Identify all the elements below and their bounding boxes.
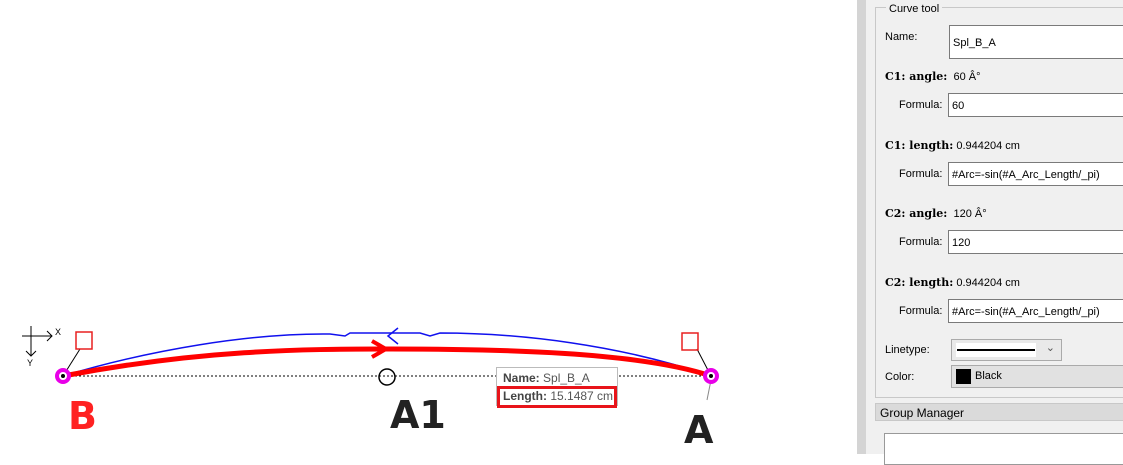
aux-curve <box>62 332 712 377</box>
point-label-a: A <box>684 408 714 452</box>
c1-length-formula-label: Formula: <box>899 168 943 180</box>
c1-angle-value: 60 Â° <box>953 71 981 83</box>
control-point-2-handle[interactable] <box>681 332 699 351</box>
group-manager-list[interactable] <box>884 433 1123 465</box>
c2-angle-formula-label: Formula: <box>899 236 943 248</box>
axis-x-label: X <box>55 327 61 337</box>
axis-indicator <box>22 326 53 357</box>
tooltip-length-label: Length: <box>503 389 547 403</box>
point-label-a1: A1 <box>390 393 446 437</box>
c2-angle-value: 120 Â° <box>953 208 987 220</box>
panel-splitter[interactable] <box>857 0 866 454</box>
control-point-1-handle[interactable] <box>75 331 93 350</box>
c2-length-label: C2: length: <box>885 276 954 289</box>
curve-tool-title: Curve tool <box>886 3 943 15</box>
color-label: Color: <box>885 371 915 383</box>
property-panel: Curve tool Name: Spl_B_A C1: angle: 60 Â… <box>866 0 1123 465</box>
c2-length-formula-label: Formula: <box>899 305 943 317</box>
c1-angle-formula-input[interactable]: 60 <box>948 93 1123 117</box>
c1-length-label: C1: length: <box>885 139 954 152</box>
linetype-select[interactable]: ⌄ <box>951 339 1062 361</box>
c1-length-formula-input[interactable]: #Arc=-sin(#A_Arc_Length/_pi) <box>948 162 1123 186</box>
aux-direction-arrow <box>386 327 399 345</box>
c1-length-value: 0.944204 cm <box>956 140 1020 152</box>
chevron-down-icon: ⌄ <box>1045 342 1055 354</box>
c1-angle-label: C1: angle: <box>885 70 948 83</box>
curve-tooltip: Name: Spl_B_A Length: 15.1487 cm <box>496 367 618 408</box>
linetype-label: Linetype: <box>885 344 930 356</box>
axis-y-label: Y <box>27 358 33 368</box>
color-swatch <box>956 369 971 384</box>
c1-angle-formula-label: Formula: <box>899 99 943 111</box>
group-manager-header[interactable]: Group Manager <box>875 403 1123 421</box>
canvas-svg[interactable]: X Y <box>0 0 857 454</box>
length-highlight <box>497 386 617 408</box>
c2-angle-formula-input[interactable]: 120 <box>948 230 1123 254</box>
c2-length-formula-input[interactable]: #Arc=-sin(#A_Arc_Length/_pi) <box>948 299 1123 323</box>
name-label: Name: <box>885 31 918 43</box>
tooltip-name-label: Name: <box>503 371 540 385</box>
color-select[interactable]: Black <box>951 365 1123 388</box>
drawing-canvas[interactable]: X Y B A1 A Name: Spl_B_A Length: 15.1487… <box>0 0 857 454</box>
c2-length-value: 0.944204 cm <box>956 277 1020 289</box>
point-label-b: B <box>68 394 97 438</box>
point-a1[interactable] <box>378 368 396 386</box>
curve-tool-group: Curve tool <box>875 3 1123 398</box>
tooltip-length-value: 15.1487 cm <box>550 389 614 403</box>
c2-angle-label: C2: angle: <box>885 207 948 220</box>
spline-direction-arrow <box>371 339 391 359</box>
name-input[interactable]: Spl_B_A <box>949 25 1123 59</box>
color-value: Black <box>975 370 1002 382</box>
tooltip-name-value: Spl_B_A <box>543 371 590 385</box>
